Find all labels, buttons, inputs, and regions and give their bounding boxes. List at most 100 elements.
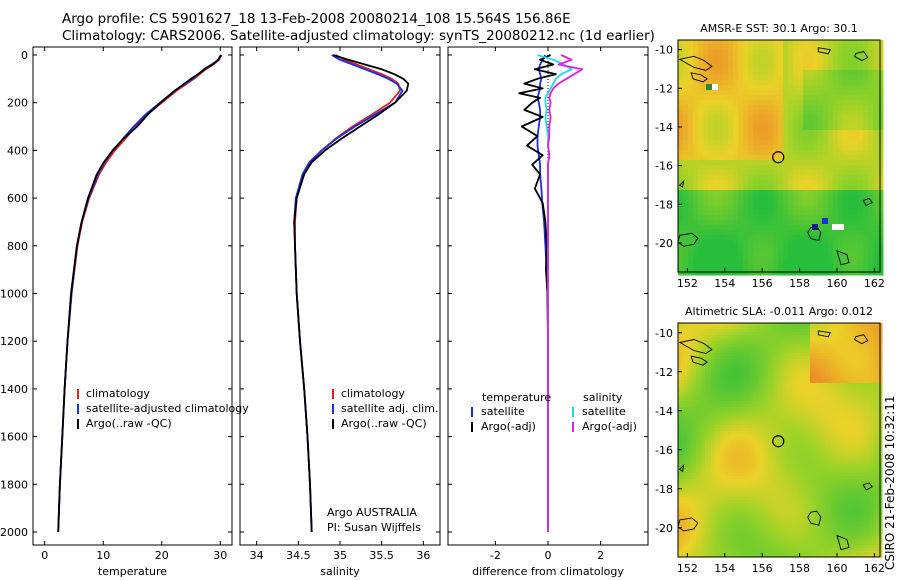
heat-cell (783, 488, 787, 492)
heat-cell (798, 210, 804, 216)
heat-cell (728, 225, 734, 231)
heat-cell (703, 80, 709, 86)
heat-cell (808, 105, 814, 111)
heat-cell (683, 225, 689, 231)
heat-cell (753, 195, 759, 201)
heat-cell (808, 245, 814, 251)
heat-cell (718, 110, 724, 116)
heat-cell (681, 371, 685, 375)
heat-cell (759, 485, 763, 489)
heat-cell (720, 419, 724, 423)
heat-cell (684, 389, 688, 393)
heat-cell (750, 386, 754, 390)
heat-cell (732, 482, 736, 486)
heat-cell (777, 383, 781, 387)
heat-cell (848, 235, 854, 241)
heat-cell (690, 485, 694, 489)
heat-cell (747, 509, 751, 513)
heat-cell (863, 185, 869, 191)
heat-cell (828, 105, 834, 111)
heat-cell (747, 515, 751, 519)
heat-cell (738, 155, 744, 161)
heat-cell (717, 392, 721, 396)
heat-cell (714, 458, 718, 462)
heat-cell (765, 503, 769, 507)
heat-cell (732, 548, 736, 552)
heat-cell (718, 170, 724, 176)
heat-cell (793, 55, 799, 61)
heat-cell (728, 80, 734, 86)
heat-cell (732, 497, 736, 501)
heat-cell (703, 190, 709, 196)
heat-cell (765, 545, 769, 549)
heat-cell (763, 60, 769, 66)
heat-cell (771, 395, 775, 399)
heat-cell (823, 155, 829, 161)
x-tick-label: 160 (826, 277, 847, 290)
heat-cell (848, 65, 854, 71)
heat-cell (780, 347, 784, 351)
heat-cell (748, 140, 754, 146)
heat-cell (744, 440, 748, 444)
heat-cell (717, 383, 721, 387)
heat-cell (684, 494, 688, 498)
heat-cell (765, 428, 769, 432)
heat-cell (732, 530, 736, 534)
heat-cell (713, 135, 719, 141)
heat-cell (780, 335, 784, 339)
heat-cell (688, 135, 694, 141)
heat-cell (762, 428, 766, 432)
heat-cell (738, 467, 742, 471)
heat-cell (718, 105, 724, 111)
heat-cell (753, 473, 757, 477)
heat-cell (868, 180, 874, 186)
heat-cell (723, 165, 729, 171)
heat-cell (693, 344, 697, 348)
heat-cell (690, 335, 694, 339)
heat-cell (768, 332, 772, 336)
heat-cell (708, 419, 712, 423)
heat-cell (688, 55, 694, 61)
heat-cell (753, 255, 759, 261)
heat-cell (803, 190, 809, 196)
heat-cell (714, 383, 718, 387)
heat-cell (711, 425, 715, 429)
heat-cell (723, 332, 727, 336)
heat-cell (759, 374, 763, 378)
heat-cell (798, 60, 804, 66)
heat-cell (777, 488, 781, 492)
heat-cell (726, 359, 730, 363)
heat-cell (756, 551, 760, 555)
heat-cell (868, 50, 874, 56)
heat-cell (783, 407, 787, 411)
heat-cell (678, 265, 684, 271)
heat-cell (717, 407, 721, 411)
heat-cell (684, 539, 688, 543)
heat-cell (732, 515, 736, 519)
heat-cell (843, 130, 849, 136)
heat-cell (708, 509, 712, 513)
heat-cell (838, 125, 844, 131)
heat-cell (720, 479, 724, 483)
heat-cell (762, 536, 766, 540)
heat-cell (717, 338, 721, 342)
heat-cell (788, 130, 794, 136)
heat-cell (786, 407, 790, 411)
heat-cell (786, 530, 790, 534)
heat-cell (720, 428, 724, 432)
heat-cell (723, 536, 727, 540)
heat-cell (728, 55, 734, 61)
heat-cell (786, 344, 790, 348)
heat-cell (690, 419, 694, 423)
heat-cell (765, 464, 769, 468)
credit-pi: PI: Susan Wijffels (327, 521, 421, 534)
heat-cell (744, 554, 748, 558)
heat-cell (747, 542, 751, 546)
heat-cell (718, 40, 724, 46)
heat-cell (702, 347, 706, 351)
heat-cell (718, 270, 724, 276)
heat-cell (786, 437, 790, 441)
heat-cell (873, 100, 879, 106)
heat-cell (759, 389, 763, 393)
heat-cell (733, 265, 739, 271)
